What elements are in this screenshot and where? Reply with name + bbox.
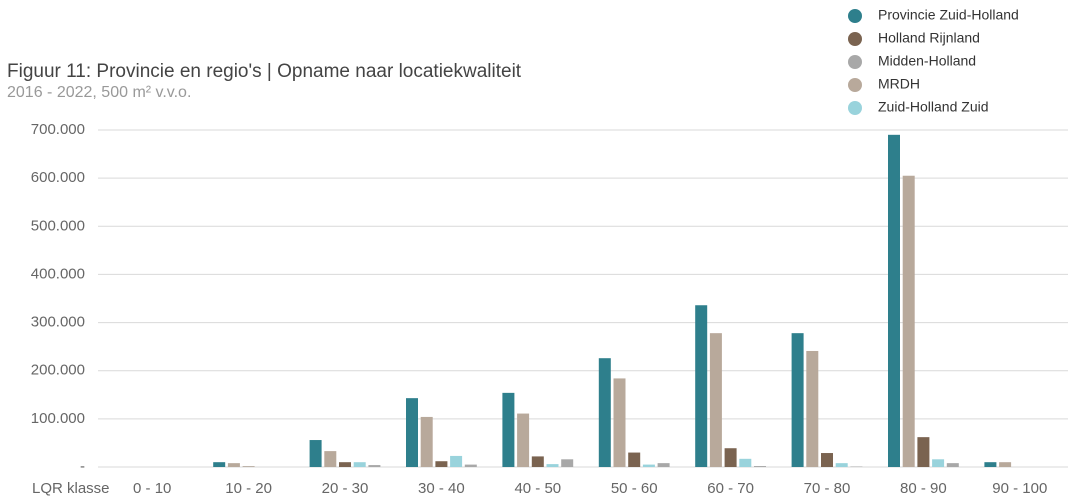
x-tick-label: 50 - 60 <box>611 480 658 497</box>
y-tick-label: 700.000 <box>31 121 85 138</box>
chart-subtitle: 2016 - 2022, 500 m² v.v.o. <box>7 84 191 101</box>
bar <box>324 451 337 467</box>
bar <box>806 350 819 467</box>
bar <box>368 465 381 467</box>
bar <box>754 466 766 467</box>
bar <box>531 456 544 467</box>
legend-label: Provincie Zuid-Holland <box>878 7 1019 23</box>
legend-label: Zuid-Holland Zuid <box>878 99 989 115</box>
bar <box>561 459 574 467</box>
bar <box>984 462 997 467</box>
bar <box>628 452 641 467</box>
legend-label: Midden-Holland <box>878 53 976 69</box>
bar <box>917 437 930 467</box>
bar <box>598 358 611 467</box>
bar <box>406 398 418 467</box>
x-tick-label: 0 - 10 <box>133 480 171 497</box>
legend-marker <box>848 32 862 46</box>
bar <box>835 463 848 467</box>
x-axis-label: LQR klasse <box>32 480 110 497</box>
bar <box>739 458 752 467</box>
y-tick-label: 600.000 <box>31 169 85 186</box>
x-tick-label: 40 - 50 <box>514 480 561 497</box>
y-tick-label: 500.000 <box>31 217 85 234</box>
bar <box>657 463 670 467</box>
y-tick-label: 300.000 <box>31 314 85 331</box>
bar <box>791 333 804 467</box>
bar <box>546 464 559 467</box>
bar <box>227 463 240 467</box>
y-tick-label: 100.000 <box>31 410 85 427</box>
x-tick-label: 70 - 80 <box>804 480 851 497</box>
bar <box>353 462 366 467</box>
chart-title: Figuur 11: Provincie en regio's | Opname… <box>7 61 522 82</box>
legend-marker <box>848 9 862 23</box>
legend-marker <box>848 55 862 69</box>
bar <box>502 392 515 467</box>
bar <box>613 378 626 467</box>
y-tick-label: 200.000 <box>31 362 85 379</box>
bar <box>888 134 900 468</box>
bar <box>213 462 226 467</box>
bar <box>724 448 737 467</box>
bar <box>450 455 463 467</box>
bar <box>821 453 833 467</box>
x-tick-label: 10 - 20 <box>225 480 272 497</box>
bar <box>339 462 351 467</box>
bar <box>999 462 1012 467</box>
x-tick-label: 90 - 100 <box>992 480 1047 497</box>
bar <box>642 464 655 467</box>
bar <box>309 440 322 467</box>
bar <box>435 461 448 467</box>
bar <box>464 464 477 467</box>
bar <box>932 459 945 467</box>
bar <box>946 463 959 467</box>
bar <box>709 333 722 467</box>
y-tick-label: - <box>80 458 85 475</box>
legend-marker <box>848 78 862 92</box>
x-tick-label: 60 - 70 <box>707 480 754 497</box>
legend-label: MRDH <box>878 76 920 92</box>
x-tick-label: 20 - 30 <box>322 480 369 497</box>
x-tick-label: 80 - 90 <box>900 480 947 497</box>
legend-label: Holland Rijnland <box>878 30 980 46</box>
y-tick-label: 400.000 <box>31 265 85 282</box>
bar <box>695 305 708 467</box>
x-tick-label: 30 - 40 <box>418 480 465 497</box>
bar <box>420 416 433 467</box>
bar <box>902 175 915 467</box>
legend-marker <box>848 101 862 115</box>
bar <box>517 413 530 467</box>
